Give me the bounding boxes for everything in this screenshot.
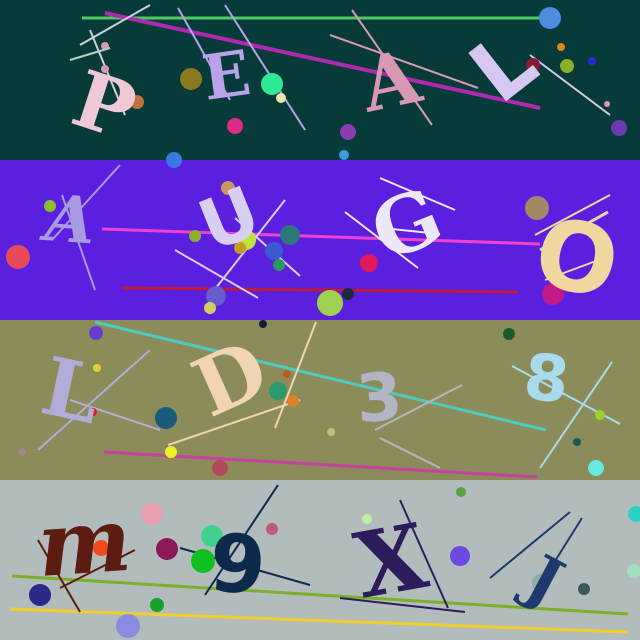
row-4-char-1: m	[34, 487, 134, 597]
row-2-char-1: A	[38, 181, 98, 260]
row-1-noise	[79, 4, 627, 160]
row-1-background	[0, 0, 640, 160]
overlay-strokes	[69, 47, 609, 252]
row-1-char-2: E	[198, 36, 255, 115]
row-3-char-3: 3	[354, 358, 405, 438]
row-3-char-4: 8	[520, 340, 572, 418]
row-3-noise	[18, 320, 621, 479]
row-2-background	[0, 160, 640, 320]
row-2-noise	[6, 152, 613, 316]
row-4-noise	[9, 484, 640, 638]
row-4-char-2: 9	[207, 516, 269, 613]
